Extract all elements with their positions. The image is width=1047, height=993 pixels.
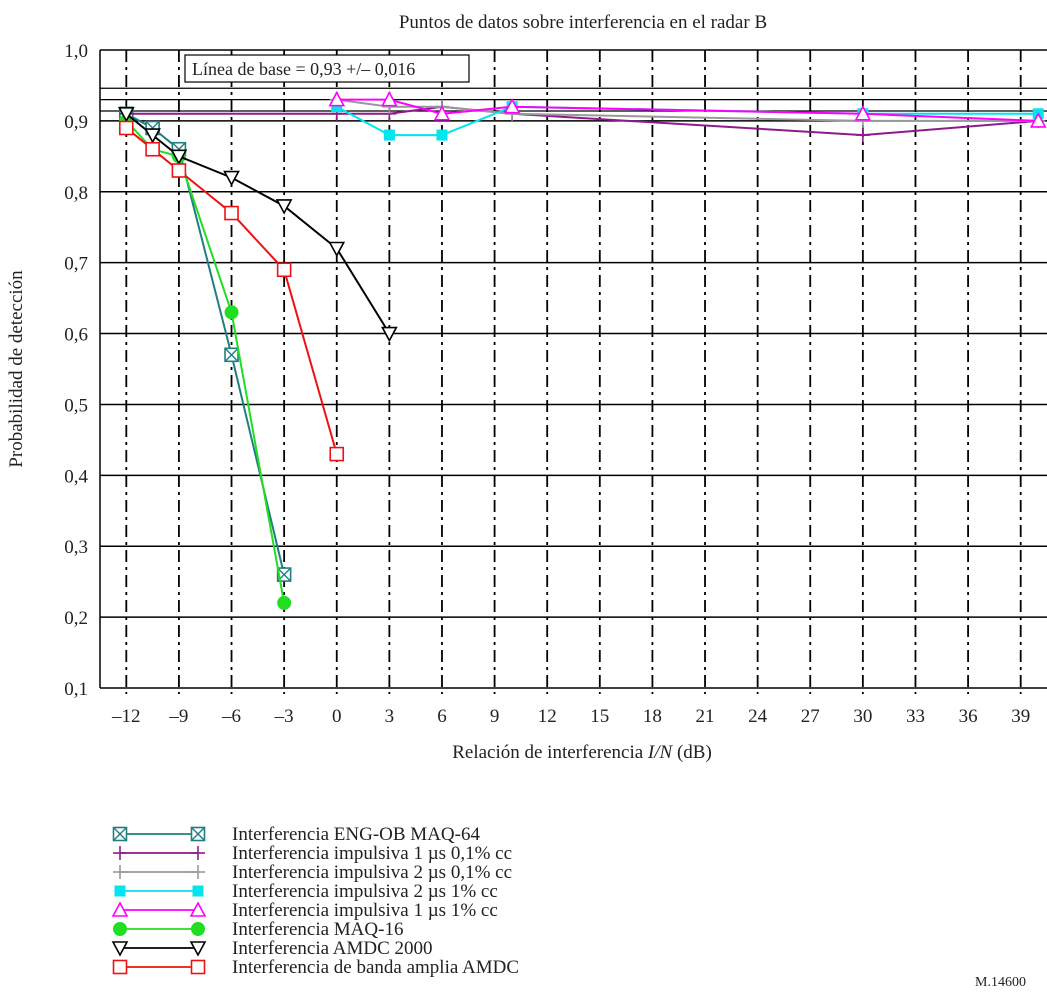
legend-label: Interferencia impulsiva 1 µs 1% cc	[232, 900, 498, 921]
x-tick-label: 30	[853, 706, 872, 727]
x-tick-label: 0	[332, 706, 342, 727]
legend-item: Interferencia MAQ-16	[113, 919, 403, 940]
x-tick-labels: –12 –9 –6 –3 0 3 6 9 12 15 18 21 24 27 30 33 36 39	[111, 706, 1030, 727]
legend-label: Interferencia ENG-OB MAQ-64	[232, 824, 480, 845]
legend-label: Interferencia AMDC 2000	[232, 938, 433, 959]
x-axis-label: Relación de interferencia I/N (dB)	[452, 742, 712, 763]
data-point	[329, 446, 345, 462]
x-axis-label-main: Relación de interferencia	[452, 742, 648, 763]
legend-item: Interferencia de banda amplia AMDC	[112, 957, 519, 978]
x-tick-label: 24	[748, 706, 768, 727]
x-axis-label-variable: I/N	[647, 742, 674, 763]
legend: Interferencia ENG-OB MAQ-64Interferencia…	[111, 824, 519, 978]
y-tick-label: 0,9	[64, 112, 88, 133]
data-point	[854, 105, 872, 121]
data-point	[275, 199, 293, 215]
series-line	[336, 98, 1039, 122]
data-point	[381, 90, 398, 107]
series-5	[119, 113, 292, 610]
x-tick-label: 36	[959, 706, 978, 727]
legend-label: Interferencia impulsiva 1 µs 0,1% cc	[232, 843, 512, 864]
data-point	[433, 105, 451, 121]
x-tick-label: –3	[274, 706, 294, 727]
data-point	[503, 98, 521, 114]
baseline-lines	[100, 87, 1047, 112]
x-tick-label: –6	[221, 706, 241, 727]
series-line	[125, 113, 391, 335]
data-point	[276, 567, 292, 582]
legend-item: Interferencia impulsiva 2 µs 0,1% cc	[113, 862, 512, 883]
series-0	[119, 106, 292, 582]
series-line	[125, 112, 286, 575]
x-tick-label: 9	[490, 706, 500, 727]
data-point	[224, 347, 239, 363]
legend-label: Interferencia de banda amplia AMDC	[232, 957, 519, 978]
data-point	[117, 107, 135, 123]
data-point	[1029, 112, 1047, 128]
series-4	[328, 90, 1047, 128]
x-tick-label: 39	[1011, 706, 1030, 727]
y-tick-label: 0,4	[64, 466, 88, 487]
y-tick-label: 0,8	[64, 183, 88, 204]
y-tick-label: 0,5	[64, 395, 88, 416]
figure-id: M.14600	[975, 975, 1026, 990]
x-tick-label: 21	[696, 706, 715, 727]
baseline-box: Línea de base = 0,93 +/– 0,016	[184, 54, 470, 83]
data-point	[144, 128, 161, 144]
data-point	[855, 128, 870, 143]
x-tick-label: 18	[643, 706, 662, 727]
x-tick-label: 15	[590, 706, 609, 727]
data-point	[145, 141, 160, 157]
data-point	[328, 90, 346, 107]
data-point	[224, 305, 239, 320]
y-tick-label: 0,1	[64, 679, 88, 700]
data-point	[171, 163, 187, 178]
legend-label: Interferencia impulsiva 2 µs 1% cc	[232, 881, 498, 902]
series-7	[119, 120, 345, 462]
legend-item: Interferencia impulsiva 1 µs 0,1% cc	[113, 843, 512, 864]
data-point	[170, 149, 188, 166]
grid	[99, 49, 1047, 694]
data-point	[223, 170, 240, 187]
legend-label: Interferencia MAQ-16	[232, 919, 403, 940]
x-tick-label: –12	[111, 706, 141, 727]
legend-label: Interferencia impulsiva 2 µs 0,1% cc	[232, 862, 512, 883]
x-tick-label: 27	[801, 706, 820, 727]
series-layer	[117, 90, 1047, 610]
chart-title: Puntos de datos sobre interferencia en e…	[399, 12, 767, 33]
x-tick-label: 12	[538, 706, 557, 727]
y-tick-label: 0,6	[64, 325, 88, 346]
legend-item: Interferencia impulsiva 1 µs 1% cc	[111, 900, 498, 921]
x-tick-label: –9	[168, 706, 188, 727]
data-point	[383, 129, 395, 141]
y-tick-labels: 0,1 0,2 0,3 0,4 0,5 0,6 0,7 0,8 0,9 1,0	[64, 41, 88, 700]
x-axis-label-unit: (dB)	[672, 742, 712, 763]
y-axis-label: Probabilidad de detección	[6, 270, 27, 468]
data-point	[381, 326, 398, 343]
y-tick-label: 0,2	[64, 608, 88, 629]
x-tick-label: 33	[906, 706, 925, 727]
data-point	[119, 120, 134, 136]
data-point	[436, 129, 448, 141]
series-line	[336, 105, 1039, 137]
data-point	[328, 241, 346, 258]
series-6	[117, 107, 398, 343]
legend-item: Interferencia impulsiva 2 µs 1% cc	[114, 881, 498, 902]
x-tick-label: 3	[385, 706, 395, 727]
legend-item: Interferencia AMDC 2000	[111, 938, 433, 959]
y-tick-label: 1,0	[64, 41, 88, 62]
legend-item: Interferencia ENG-OB MAQ-64	[112, 824, 480, 845]
y-tick-label: 0,3	[64, 537, 88, 558]
y-tick-label: 0,7	[64, 254, 88, 275]
x-tick-label: 6	[437, 706, 447, 727]
baseline-label: Línea de base = 0,93 +/– 0,016	[192, 59, 415, 79]
data-point	[224, 205, 239, 221]
data-point	[277, 595, 292, 610]
data-point	[276, 262, 292, 278]
